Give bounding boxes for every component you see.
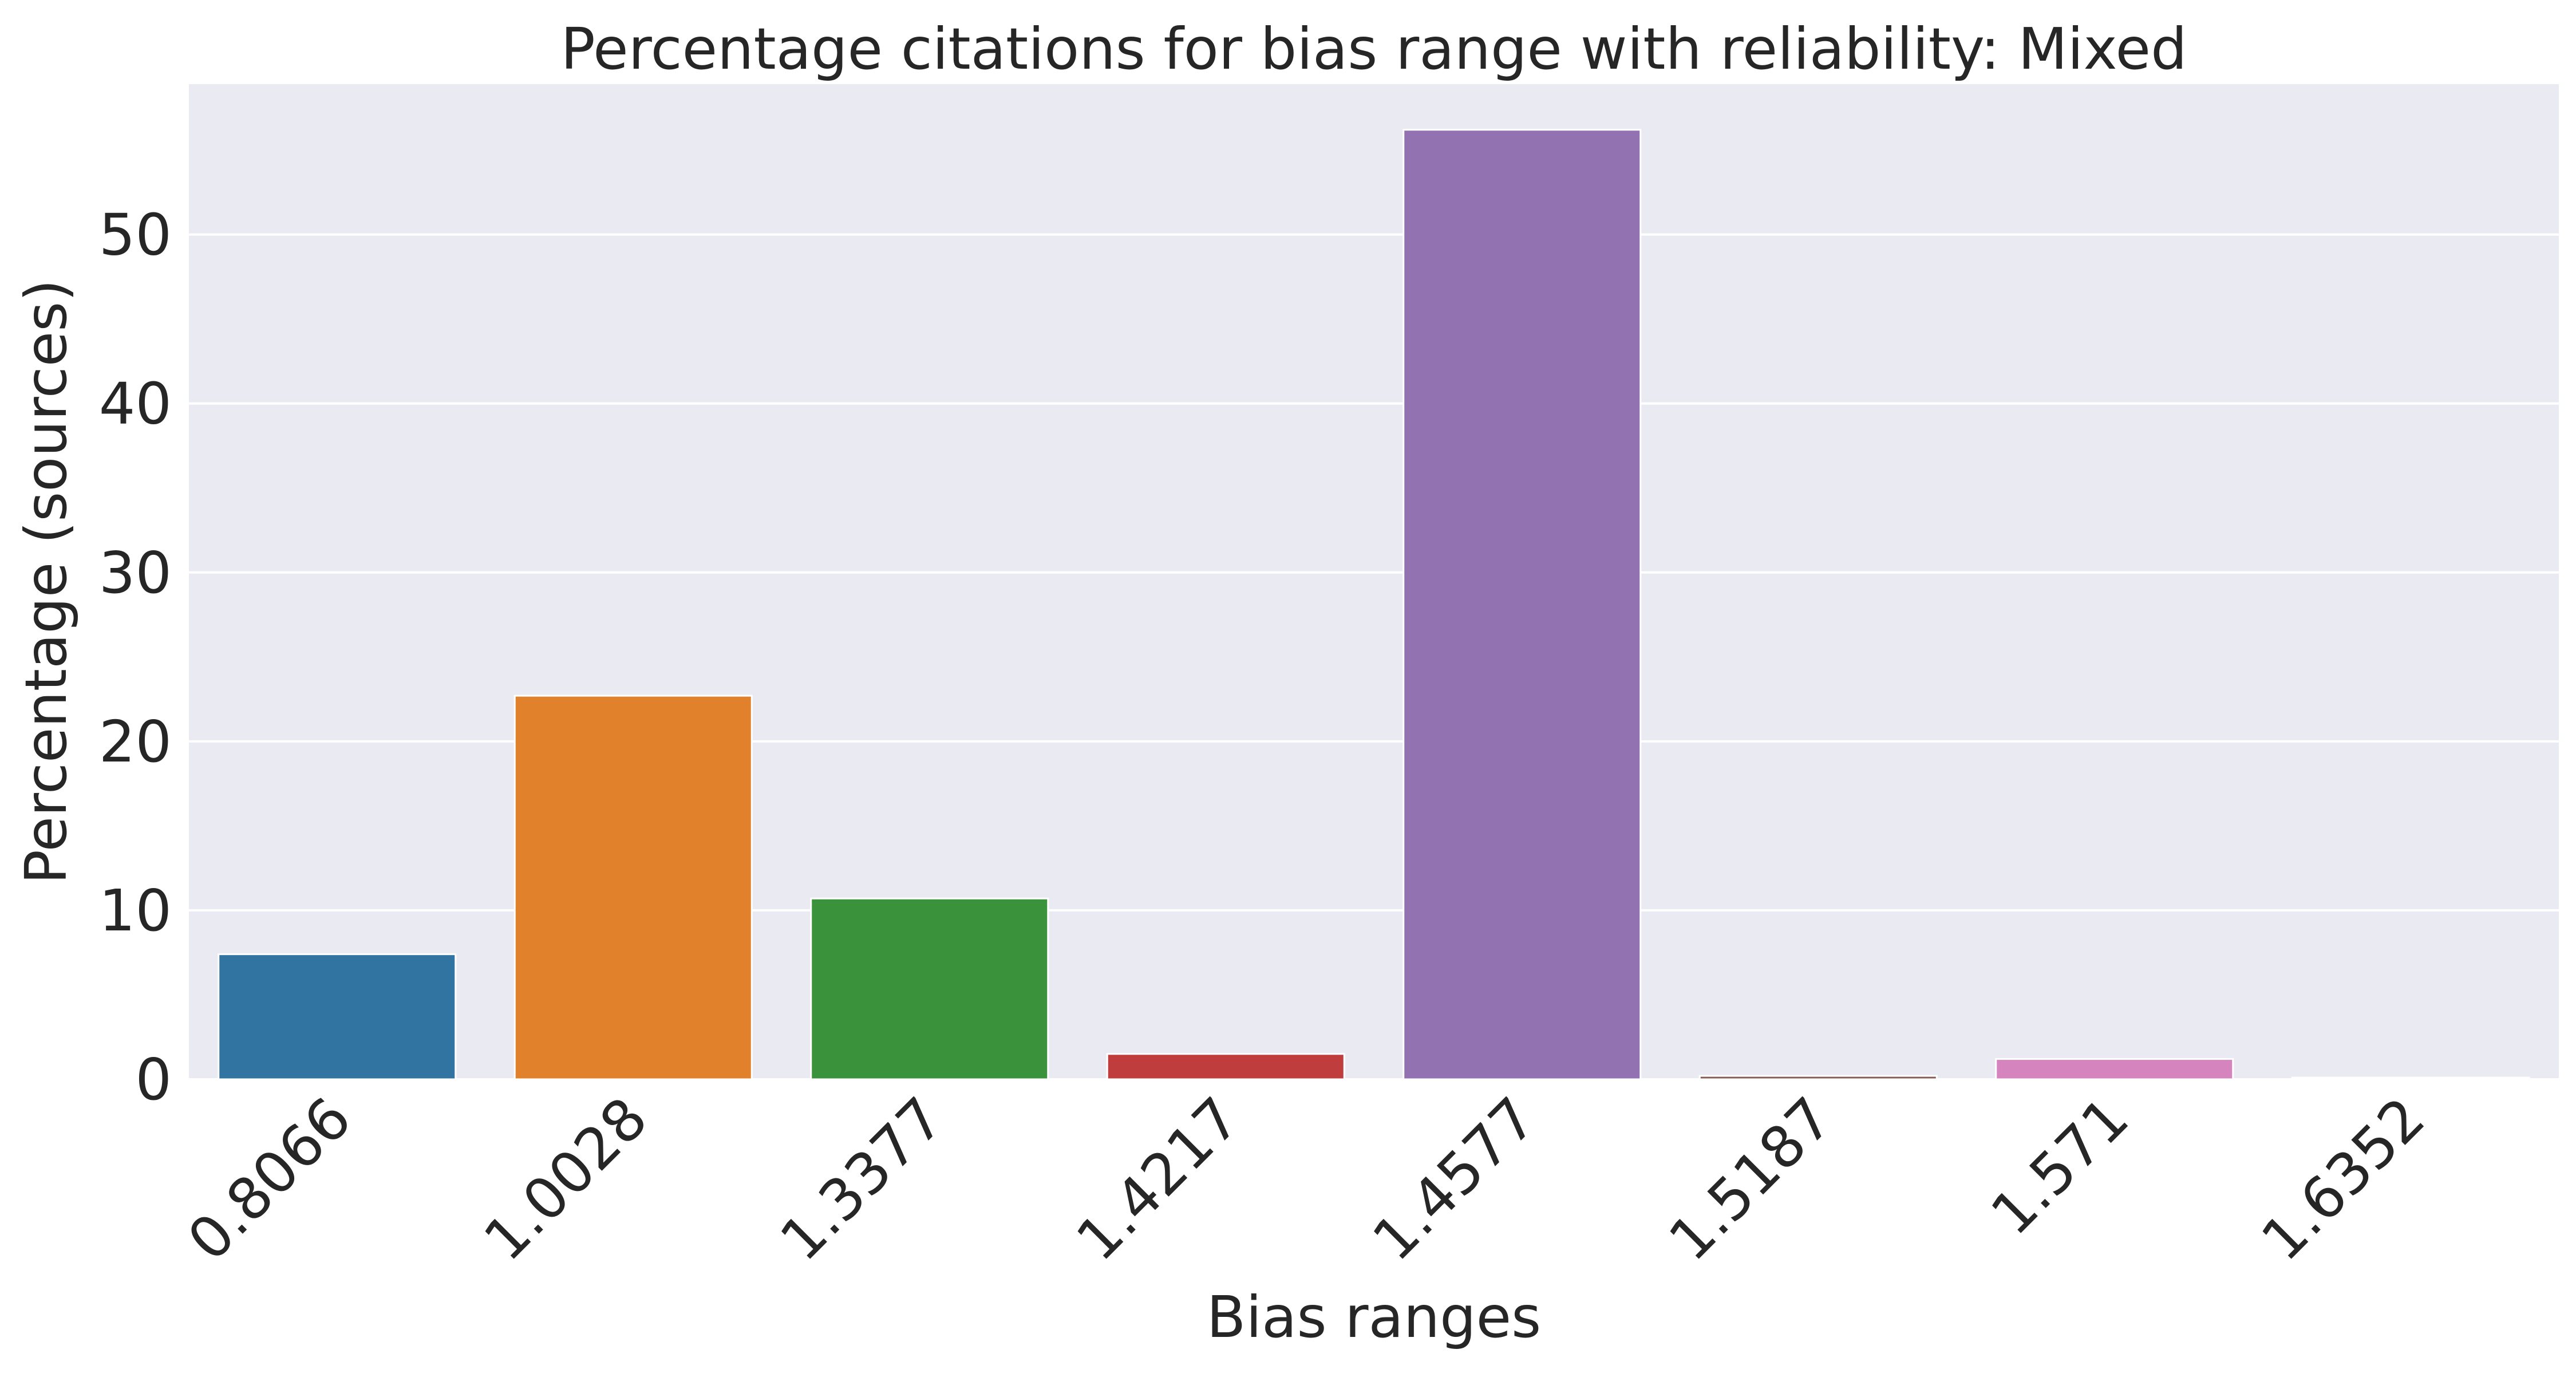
chart-title: Percentage citations for bias range with… <box>560 15 2187 82</box>
bar <box>1995 1058 2234 1080</box>
y-tick-labels: 0 10 20 30 40 50 <box>99 202 172 1113</box>
x-tick-label: 1.571 <box>1978 1084 2142 1248</box>
bar <box>218 953 457 1080</box>
x-axis-label: Bias ranges <box>1207 1284 1541 1351</box>
x-tick-label: 1.4577 <box>1360 1084 1549 1273</box>
y-tick-label: 40 <box>99 370 172 437</box>
bar <box>1698 1075 1938 1080</box>
x-tick-label: 0.8066 <box>175 1084 364 1273</box>
y-tick-label: 50 <box>99 202 172 269</box>
bar <box>1402 129 1642 1080</box>
x-tick-label: 1.0028 <box>471 1084 660 1273</box>
y-axis-label: Percentage (sources) <box>13 279 80 885</box>
bar <box>2291 1076 2530 1080</box>
bars <box>218 129 2530 1080</box>
x-tick-label: 1.4217 <box>1064 1084 1253 1273</box>
y-tick-label: 10 <box>99 877 172 944</box>
y-tick-label: 20 <box>99 708 172 775</box>
y-tick-label: 0 <box>135 1046 172 1113</box>
bar <box>1106 1053 1345 1080</box>
y-tick-label: 30 <box>99 539 172 606</box>
bar <box>810 897 1049 1080</box>
x-tick-label: 1.3377 <box>768 1084 957 1273</box>
x-tick-label: 1.6352 <box>2249 1084 2437 1273</box>
x-tick-label: 1.5187 <box>1656 1084 1845 1273</box>
bar <box>513 695 753 1080</box>
x-tick-labels: 0.8066 1.0028 1.3377 1.4217 1.4577 1.5187 1.57… <box>175 1084 2438 1273</box>
